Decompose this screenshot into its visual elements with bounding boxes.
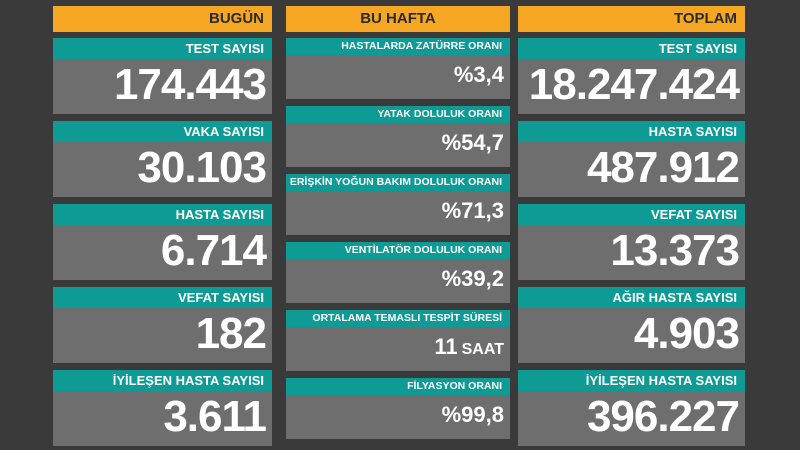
card-value: 13.373 (610, 226, 740, 275)
card-label: VEFAT SAYISI (518, 204, 745, 225)
card-label: TEST SAYISI (518, 38, 745, 59)
today-patient-card: HASTA SAYISI 6.714 (53, 204, 272, 280)
card-label: VENTİLATÖR DOLULUK ORANI (286, 242, 510, 259)
total-patient-card: HASTA SAYISI 487.912 (518, 121, 745, 197)
card-label: ORTALAMA TEMASLI TESPİT SÜRESİ (286, 310, 510, 327)
today-death-card: VEFAT SAYISI 182 (53, 287, 272, 363)
week-icu-occupancy-card: ERİŞKİN YOĞUN BAKIM DOLULUK ORANI %71,3 (286, 174, 510, 235)
week-column: BU HAFTA HASTALARDA ZATÜRRE ORANI %3,4 Y… (286, 6, 510, 446)
card-label: ERİŞKİN YOĞUN BAKIM DOLULUK ORANI (286, 174, 510, 191)
card-value: 3.611 (163, 392, 267, 441)
card-label: TEST SAYISI (53, 38, 272, 59)
card-value: %71,3 (441, 198, 504, 223)
card-value: 182 (195, 309, 267, 358)
total-death-card: VEFAT SAYISI 13.373 (518, 204, 745, 280)
card-value: 11 SAAT (286, 327, 510, 370)
week-bed-occupancy-card: YATAK DOLULUK ORANI %54,7 (286, 106, 510, 167)
today-case-card: VAKA SAYISI 30.103 (53, 121, 272, 197)
card-value: 396.227 (586, 392, 740, 441)
card-label: HASTA SAYISI (53, 204, 272, 225)
week-filiation-card: FİLYASYON ORANI %99,8 (286, 378, 510, 439)
total-header: TOPLAM (518, 6, 745, 32)
card-label: İYİLEŞEN HASTA SAYISI (518, 370, 745, 391)
total-column: TOPLAM TEST SAYISI 18.247.424 HASTA SAYI… (518, 6, 745, 450)
card-value: 487.912 (586, 143, 740, 192)
card-value: 30.103 (137, 143, 267, 192)
card-label: HASTA SAYISI (518, 121, 745, 142)
card-label: İYİLEŞEN HASTA SAYISI (53, 370, 272, 391)
card-value: %54,7 (441, 130, 504, 155)
total-test-card: TEST SAYISI 18.247.424 (518, 38, 745, 114)
card-value: 6.714 (160, 226, 267, 275)
total-severe-card: AĞIR HASTA SAYISI 4.903 (518, 287, 745, 363)
today-column: BUGÜN TEST SAYISI 174.443 VAKA SAYISI 30… (53, 6, 272, 450)
card-value: %3,4 (453, 62, 504, 87)
card-value: %99,8 (441, 402, 504, 427)
contact-time-number: 11 (434, 334, 458, 359)
today-header: BUGÜN (53, 6, 272, 32)
week-header: BU HAFTA (286, 6, 510, 32)
week-contact-time-card: ORTALAMA TEMASLI TESPİT SÜRESİ 11 SAAT (286, 310, 510, 371)
week-ventilator-card: VENTİLATÖR DOLULUK ORANI %39,2 (286, 242, 510, 303)
card-value: 18.247.424 (528, 60, 740, 109)
card-label: HASTALARDA ZATÜRRE ORANI (286, 38, 510, 55)
card-label: VAKA SAYISI (53, 121, 272, 142)
today-test-card: TEST SAYISI 174.443 (53, 38, 272, 114)
card-value: 4.903 (633, 309, 740, 358)
total-recovered-card: İYİLEŞEN HASTA SAYISI 396.227 (518, 370, 745, 446)
card-label: AĞIR HASTA SAYISI (518, 287, 745, 308)
card-label: VEFAT SAYISI (53, 287, 272, 308)
card-label: FİLYASYON ORANI (286, 378, 510, 395)
today-recovered-card: İYİLEŞEN HASTA SAYISI 3.611 (53, 370, 272, 446)
week-pneumonia-card: HASTALARDA ZATÜRRE ORANI %3,4 (286, 38, 510, 99)
contact-time-unit: SAAT (461, 341, 504, 358)
card-label: YATAK DOLULUK ORANI (286, 106, 510, 123)
card-value: 174.443 (113, 60, 267, 109)
card-value: %39,2 (441, 266, 504, 291)
